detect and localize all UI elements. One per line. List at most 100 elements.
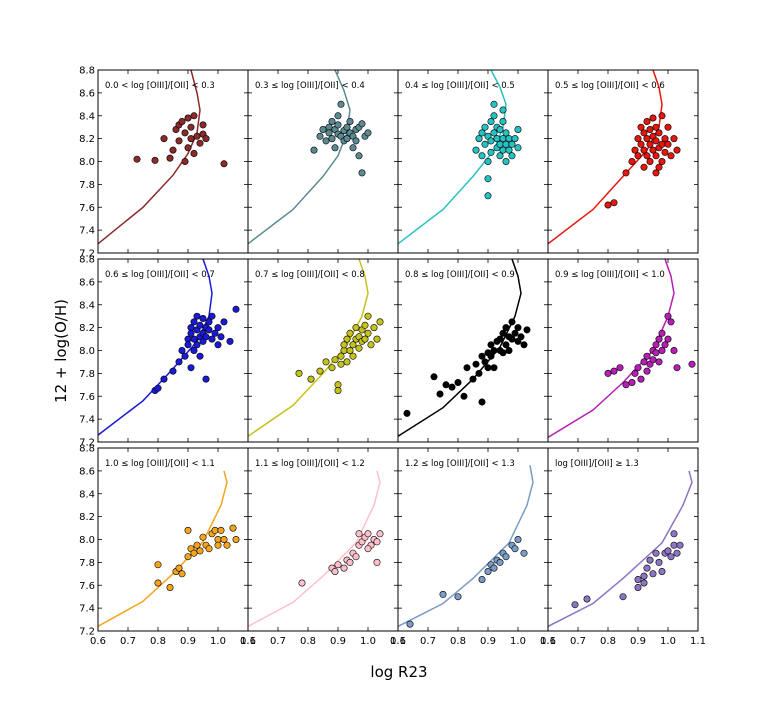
y-tick-label: 7.6 <box>79 203 95 214</box>
data-point <box>484 175 492 183</box>
data-point <box>364 129 372 137</box>
data-point <box>622 169 630 177</box>
data-point <box>472 146 480 154</box>
data-point <box>499 146 507 154</box>
panel-frame <box>547 447 699 632</box>
data-point <box>190 112 198 120</box>
x-tick-label: 0.6 <box>90 636 106 647</box>
data-point <box>352 324 360 332</box>
model-curve <box>398 259 522 437</box>
data-point <box>349 144 357 152</box>
data-point <box>499 349 507 357</box>
data-point <box>196 547 204 555</box>
data-point <box>367 341 375 349</box>
x-tick-label: 1.0 <box>360 636 376 647</box>
x-tick-label: 1.1 <box>540 636 556 647</box>
panel-2: 0.3 ≤ log [OIII]/[OII] < 0.4 <box>247 69 399 254</box>
x-tick-label: 1.0 <box>660 636 676 647</box>
data-point <box>643 135 651 143</box>
data-point <box>166 154 174 162</box>
y-tick-label: 7.6 <box>79 581 95 592</box>
panel-title: 1.2 ≤ log [OIII]/[OII] < 1.3 <box>405 459 515 469</box>
x-tick-label: 0.6 <box>390 636 406 647</box>
data-point <box>508 140 516 148</box>
panel-frame <box>247 258 399 443</box>
model-curve <box>548 470 693 628</box>
data-point <box>655 129 663 137</box>
y-tick-label: 7.2 <box>79 627 95 638</box>
data-point <box>628 378 636 386</box>
data-point <box>490 564 498 572</box>
y-tick-label: 8.8 <box>79 66 95 77</box>
data-point <box>181 129 189 137</box>
data-point <box>205 545 213 553</box>
data-point <box>403 409 411 417</box>
data-point <box>181 352 189 360</box>
data-point <box>334 112 342 120</box>
data-point <box>364 312 372 320</box>
data-point <box>670 530 678 538</box>
data-point <box>208 335 216 343</box>
data-point <box>496 152 504 160</box>
data-point <box>340 564 348 572</box>
x-tick-label: 0.9 <box>180 636 196 647</box>
data-point <box>358 120 366 128</box>
data-point <box>211 329 219 337</box>
data-point <box>190 549 198 557</box>
model-curve <box>398 70 507 245</box>
y-tick-label: 8.0 <box>79 346 95 357</box>
data-point <box>514 535 522 543</box>
data-point <box>175 358 183 366</box>
data-point <box>655 558 663 566</box>
data-point <box>322 358 330 366</box>
data-point <box>460 392 468 400</box>
data-point <box>658 346 666 354</box>
data-point <box>226 337 234 345</box>
data-point <box>571 601 579 609</box>
x-tick-label: 1.1 <box>240 636 256 647</box>
data-point <box>334 561 342 569</box>
data-point <box>346 329 354 337</box>
data-point <box>217 526 225 534</box>
data-point <box>502 341 510 349</box>
data-point <box>334 121 342 129</box>
data-point <box>334 386 342 394</box>
data-point <box>604 369 612 377</box>
data-point <box>643 152 651 160</box>
data-point <box>511 545 519 553</box>
data-point <box>343 335 351 343</box>
y-tick-label: 7.4 <box>79 226 95 237</box>
x-tick-label: 0.8 <box>300 636 316 647</box>
y-tick-label: 7.4 <box>79 604 95 615</box>
model-curve <box>98 470 228 628</box>
data-point <box>190 150 198 158</box>
data-point <box>217 333 225 341</box>
data-point <box>478 398 486 406</box>
data-point <box>652 123 660 131</box>
data-point <box>478 352 486 360</box>
data-point <box>661 148 669 156</box>
data-point <box>184 144 192 152</box>
data-point <box>184 526 192 534</box>
data-point <box>496 335 504 343</box>
data-point <box>637 140 645 148</box>
panel-frame <box>97 258 249 443</box>
y-tick-label: 8.8 <box>79 444 95 455</box>
data-point <box>196 139 204 147</box>
data-point <box>649 146 657 154</box>
y-tick-label: 8.6 <box>79 466 95 477</box>
panel-7: 0.8 ≤ log [OIII]/[OII] < 0.9 <box>397 258 549 443</box>
data-point <box>337 360 345 368</box>
data-point <box>487 118 495 126</box>
data-point <box>178 346 186 354</box>
data-point <box>667 152 675 160</box>
panel-12: log [OIII]/[OII] ≥ 1.3 0.6 0.7 0.8 0.9 1.0 1.1 <box>540 447 706 647</box>
data-point <box>496 558 504 566</box>
data-point <box>670 135 678 143</box>
panel-10: 1.1 ≤ log [OIII]/[OII] < 1.2 0.6 0.7 0.8 0.9… <box>240 447 406 647</box>
data-point <box>340 341 348 349</box>
data-point <box>328 118 336 126</box>
data-point <box>673 364 681 372</box>
data-point <box>364 329 372 337</box>
x-tick-label: 0.9 <box>630 636 646 647</box>
